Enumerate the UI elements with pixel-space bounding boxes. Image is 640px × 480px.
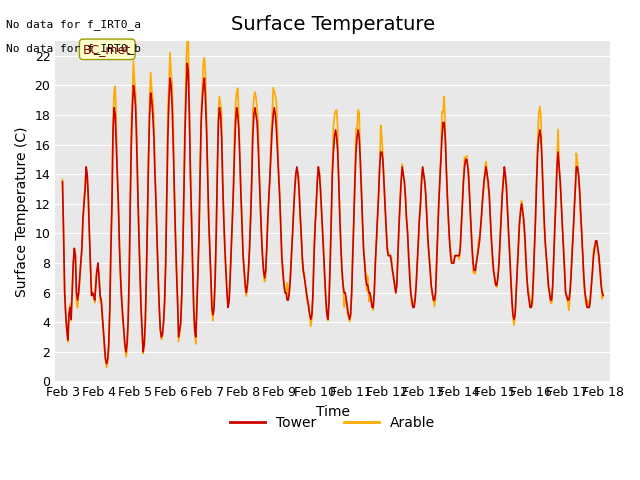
Title: Surface Temperature: Surface Temperature — [231, 15, 435, 34]
Text: No data for f_IRT0_a: No data for f_IRT0_a — [6, 19, 141, 30]
Y-axis label: Surface Temperature (C): Surface Temperature (C) — [15, 126, 29, 297]
Text: No data for f_IRT0_b: No data for f_IRT0_b — [6, 43, 141, 54]
X-axis label: Time: Time — [316, 405, 350, 419]
Text: BC_met: BC_met — [83, 43, 131, 56]
Legend: Tower, Arable: Tower, Arable — [225, 410, 441, 436]
